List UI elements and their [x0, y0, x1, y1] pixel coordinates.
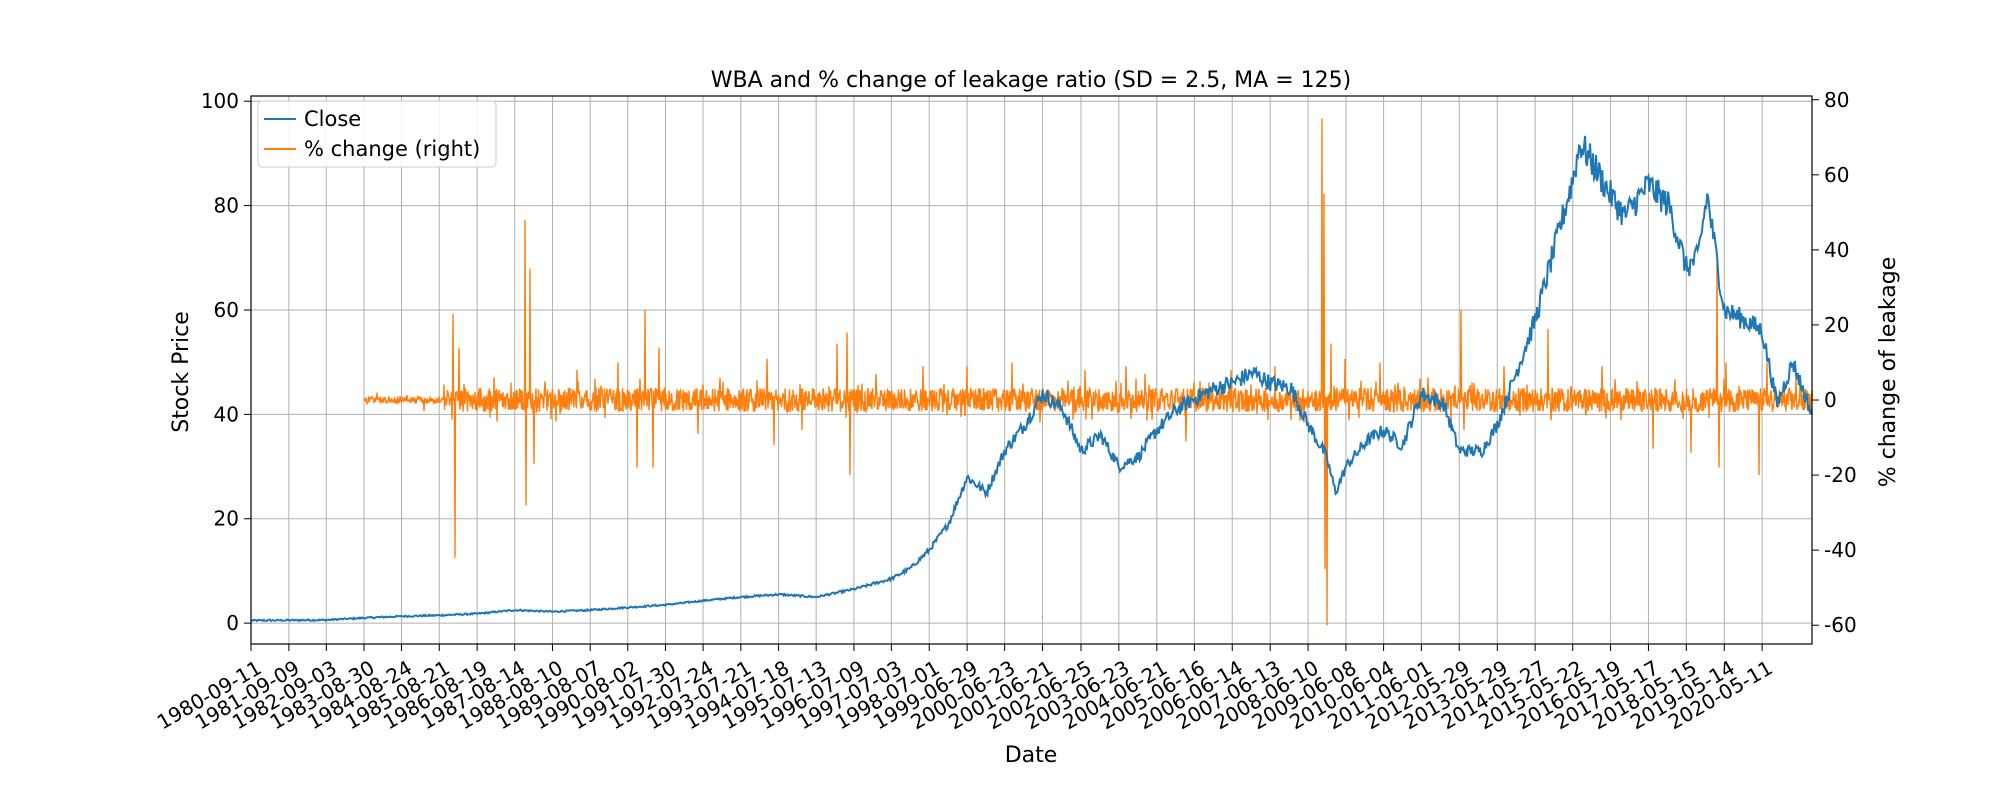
y2-tick-label: 80	[1824, 88, 1849, 112]
series-line-close	[250, 135, 1813, 623]
y-tick-label: 40	[214, 402, 239, 426]
grid-layer	[250, 96, 1812, 644]
y2-tick-label: -20	[1824, 463, 1857, 487]
y2-tick-label: -40	[1824, 538, 1857, 562]
y-tick-label: 60	[214, 298, 239, 322]
y2-tick-label: 0	[1824, 388, 1837, 412]
y-tick-label: 80	[214, 194, 239, 218]
y2-tick-label: -60	[1824, 613, 1857, 637]
y-axis-right: -60 -40 -20 0 20 40 60 80	[1812, 88, 1857, 637]
y-tick-label: 0	[226, 611, 239, 635]
series-layer	[250, 118, 1814, 626]
y2-tick-label: 40	[1824, 238, 1849, 262]
legend: Close % change (right)	[257, 100, 497, 168]
chart-title: WBA and % change of leakage ratio (SD = …	[711, 68, 1351, 93]
y-axis-title: Stock Price	[169, 311, 194, 433]
legend-label-close: Close	[304, 107, 361, 131]
y2-axis-title: % change of leakage	[1876, 257, 1901, 488]
y2-tick-label: 60	[1824, 163, 1849, 187]
y-tick-label: 100	[201, 89, 239, 113]
plot-frame	[250, 95, 1813, 645]
legend-box	[257, 100, 497, 168]
legend-label-pct-change: % change (right)	[304, 137, 480, 161]
series-line-pct-change	[363, 118, 1814, 626]
x-axis-title: Date	[1005, 743, 1058, 768]
y-tick-label: 20	[214, 507, 239, 531]
y2-tick-label: 20	[1824, 313, 1849, 337]
y-axis-left: 0 20 40 60 80 100	[201, 89, 251, 635]
x-axis: 1980-09-111981-09-091982-09-031983-08-30…	[153, 644, 1777, 734]
